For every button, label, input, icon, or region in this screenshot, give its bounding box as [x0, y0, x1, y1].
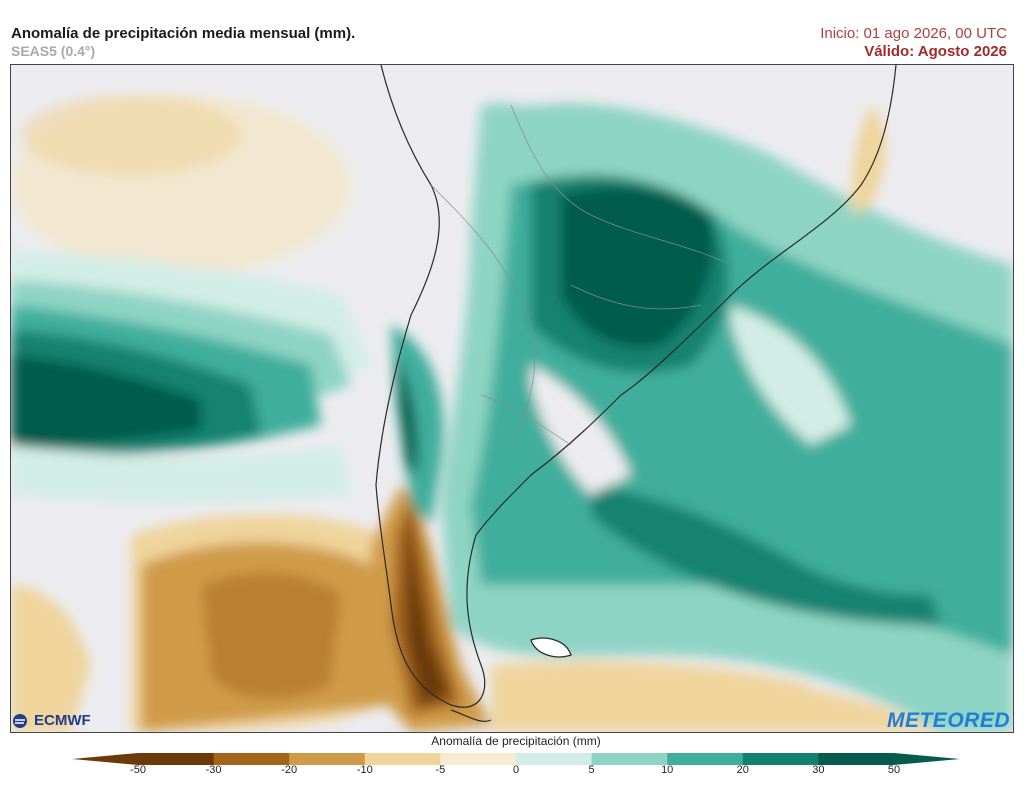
valid-date: Válido: Agosto 2026	[864, 43, 1007, 60]
colorbar-segment	[591, 753, 668, 765]
colorbar-segment	[138, 753, 215, 765]
header-right: Inicio: 01 ago 2026, 00 UTC Válido: Agos…	[820, 25, 1007, 61]
precipitation-anomaly-map	[10, 64, 1014, 733]
colorbar-max-arrow	[894, 753, 960, 765]
ecmwf-logo: ECMWF	[12, 712, 91, 729]
colorbar-segment	[667, 753, 744, 765]
borders	[430, 104, 732, 446]
anomaly-field	[11, 65, 1013, 732]
colorbar-label: Anomalía de precipitación (mm)	[431, 734, 601, 748]
colorbar-segment	[818, 753, 895, 765]
colorbar-tick-label: -20	[281, 764, 298, 776]
ecmwf-text: ECMWF	[34, 712, 91, 729]
colorbar-segment	[440, 753, 517, 765]
colorbar-segment	[516, 753, 593, 765]
colorbar-tick-label: 20	[736, 764, 749, 776]
colorbar-tick-label: 50	[887, 764, 901, 776]
map-canvas	[11, 65, 1013, 732]
ecmwf-icon	[13, 713, 27, 728]
colorbar-strip	[72, 753, 960, 765]
header-left: Anomalía de precipitación media mensual …	[11, 25, 355, 60]
colorbar-tick-label: 5	[588, 764, 595, 776]
colorbar-tick-label: 0	[512, 764, 520, 776]
colorbar-min-arrow	[72, 753, 138, 765]
colorbar-tick-label: -5	[435, 764, 446, 776]
init-date: Inicio: 01 ago 2026, 00 UTC	[820, 25, 1007, 42]
colorbar-segment	[742, 753, 819, 765]
colorbar: Anomalía de precipitación (mm) -50 -30 -20…	[68, 733, 964, 795]
colorbar-tick-label: 30	[812, 764, 825, 776]
colorbar-tick-label: -50	[130, 764, 146, 776]
meteored-logo: METEORED	[886, 709, 1010, 732]
colorbar-tick-label: -10	[356, 764, 373, 776]
map-title: Anomalía de precipitación media mensual …	[11, 25, 356, 42]
model-subtitle: SEAS5 (0.4°)	[11, 43, 96, 59]
colorbar-segment	[213, 753, 290, 765]
colorbar-segment	[364, 753, 441, 765]
coastline	[375, 65, 897, 722]
colorbar-tick-label: 10	[661, 764, 674, 776]
colorbar-tick-label: -30	[205, 764, 222, 776]
colorbar-segment	[289, 753, 366, 765]
